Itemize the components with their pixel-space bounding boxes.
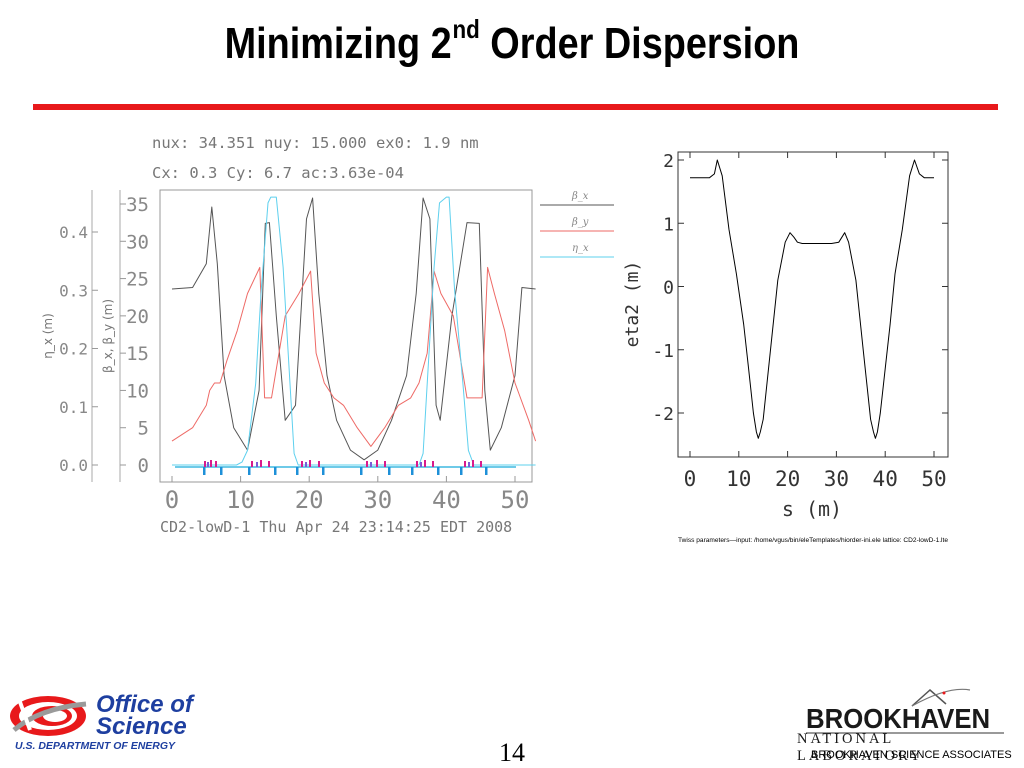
left-beta-tick-label: 0	[138, 455, 149, 477]
doe-logo-subtitle: U.S. DEPARTMENT OF ENERGY	[15, 740, 176, 752]
slide-title: Minimizing 2nd Order Dispersion	[72, 14, 953, 69]
left-plot-header-1: nux: 34.351 nuy: 15.000 ex0: 1.9 nm	[152, 134, 479, 152]
doe-logo-line-1: Office of	[96, 691, 193, 718]
right-y-tick-label: 1	[663, 214, 674, 235]
right-x-tick-label: 50	[921, 467, 946, 491]
left-series-line-beta-y	[171, 266, 537, 447]
left-x-ticks: 0 10 20 30 40 50	[165, 476, 530, 514]
left-plot-header-2: Cx: 0.3 Cy: 6.7 ac:3.63e-04	[152, 164, 404, 182]
left-beta-tick-label: 20	[126, 306, 149, 328]
right-xlabel: s (m)	[782, 497, 842, 521]
right-x-tick-label: 20	[775, 467, 800, 491]
title-main: Minimizing 2	[224, 19, 452, 68]
bnl-logo-line-1: BROOKHAVEN	[806, 703, 991, 734]
doe-logo-line-2: Science	[96, 713, 187, 740]
left-eta-tick-label: 0.4	[59, 223, 88, 242]
left-x-tick-label: 20	[295, 486, 324, 514]
left-plot-footer: CD2-lowD-1 Thu Apr 24 23:14:25 EDT 2008	[160, 518, 512, 536]
left-beta-tick-label: 25	[126, 269, 149, 291]
legend-label-eta-x: η_x	[572, 243, 589, 254]
left-beta-tick-label: 15	[126, 343, 149, 365]
left-series-line-beta-x	[171, 197, 536, 461]
doe-logo: Office of Science	[96, 691, 193, 740]
bnl-logo-line-3: BROOKHAVEN SCIENCE ASSOCIATES	[811, 749, 1012, 761]
legend-label-beta-x: β_x	[571, 191, 589, 202]
left-beta-ticks: 0 5 10 15 20 25 30 35	[120, 194, 149, 477]
legend-label-beta-y: β_y	[571, 217, 589, 228]
left-eta-tick-label: 0.2	[59, 340, 88, 359]
title-rest: Order Dispersion	[479, 19, 800, 68]
left-ylabel-eta: η_x (m)	[41, 313, 55, 359]
left-x-tick-label: 30	[363, 486, 392, 514]
left-plot-frame	[159, 189, 533, 483]
left-x-tick-label: 40	[432, 486, 461, 514]
left-eta-tick-label: 0.1	[59, 398, 88, 417]
title-divider	[33, 104, 998, 110]
left-x-tick-label: 50	[501, 486, 530, 514]
left-plot: nux: 34.351 nuy: 15.000 ex0: 1.9 nm Cx: …	[41, 134, 614, 536]
right-plot-caption: Twiss parameters—input: /home/vgus/bin/e…	[678, 538, 949, 544]
left-beta-tick-label: 10	[126, 380, 149, 402]
left-plot-series	[171, 196, 537, 466]
left-beta-tick-label: 5	[138, 418, 149, 440]
right-y-tick-label: -1	[652, 341, 674, 362]
left-series-line-eta-x	[172, 196, 536, 466]
right-x-tick-label: 10	[726, 467, 751, 491]
right-y-tick-label: 0	[663, 278, 674, 299]
right-y-tick-label: -2	[652, 404, 674, 425]
right-plot: 0 10 20 30 40 50 210-1-2 s (m) eta2 (m) Twiss…	[622, 151, 949, 544]
lattice-strip	[175, 460, 516, 475]
right-series-line-eta2	[690, 159, 934, 439]
right-y-tick-label: 2	[663, 151, 674, 172]
slide-number: 14	[499, 738, 525, 767]
left-plot-legend: β_x β_y η_x	[540, 191, 614, 258]
bnl-logo-mark	[806, 688, 1004, 734]
right-x-tick-label: 0	[684, 467, 697, 491]
left-ylabel-beta: β_x, β_y (m)	[101, 299, 115, 373]
bnl-logo-line-2: NATIONAL LABORATORY	[797, 731, 924, 764]
left-eta-tick-label: 0.3	[59, 281, 88, 300]
right-y-ticks: 2 1 0 -1 -2	[652, 151, 948, 425]
left-beta-tick-label: 30	[126, 231, 149, 253]
right-plot-series	[690, 159, 934, 439]
left-eta-tick-label: 0.0	[59, 456, 88, 475]
right-x-tick-label: 40	[873, 467, 898, 491]
right-ylabel: eta2 (m)	[622, 261, 643, 348]
left-beta-tick-label: 35	[126, 194, 149, 216]
right-x-ticks: 0 10 20 30 40 50	[684, 152, 947, 491]
left-x-tick-label: 10	[226, 486, 255, 514]
left-x-tick-label: 0	[165, 486, 179, 514]
title-superscript: nd	[452, 14, 480, 44]
right-plot-frame	[677, 151, 949, 458]
left-eta-ticks: 0.0 0.1 0.2 0.3 0.4	[59, 223, 98, 475]
right-x-tick-label: 30	[824, 467, 849, 491]
doe-logo-mark	[10, 696, 87, 736]
